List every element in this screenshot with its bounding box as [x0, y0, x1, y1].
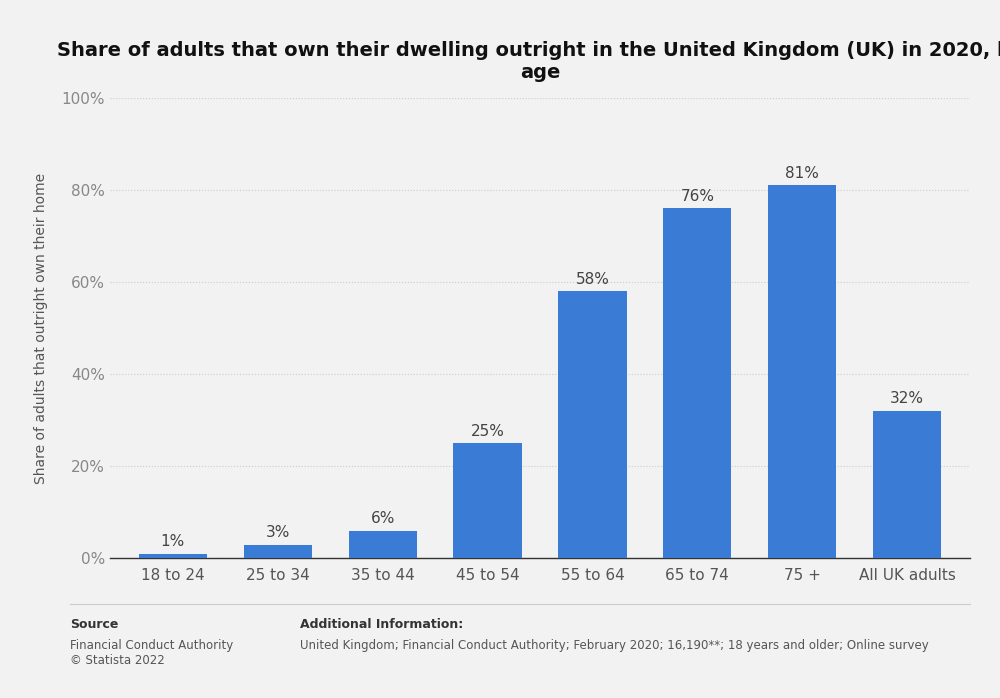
Bar	[873, 411, 941, 558]
Text: 81%: 81%	[785, 165, 819, 181]
Bar	[558, 291, 627, 558]
Text: 58%: 58%	[576, 272, 609, 287]
Text: United Kingdom; Financial Conduct Authority; February 2020; 16,190**; 18 years a: United Kingdom; Financial Conduct Author…	[300, 639, 929, 652]
Bar	[349, 530, 417, 558]
Text: 25%: 25%	[471, 424, 504, 438]
Text: 3%: 3%	[266, 525, 290, 540]
Text: 76%: 76%	[680, 188, 714, 204]
Bar	[453, 443, 522, 558]
Bar	[139, 554, 207, 558]
Bar	[244, 544, 312, 558]
Text: 32%: 32%	[890, 392, 924, 406]
Text: 1%: 1%	[161, 534, 185, 549]
Title: Share of adults that own their dwelling outright in the United Kingdom (UK) in 2: Share of adults that own their dwelling …	[57, 41, 1000, 82]
Bar	[663, 208, 731, 558]
Text: Financial Conduct Authority
© Statista 2022: Financial Conduct Authority © Statista 2…	[70, 639, 233, 667]
Text: Source: Source	[70, 618, 118, 631]
Text: Additional Information:: Additional Information:	[300, 618, 463, 631]
Bar	[768, 185, 836, 558]
Text: 6%: 6%	[370, 511, 395, 526]
Y-axis label: Share of adults that outright own their home: Share of adults that outright own their …	[34, 172, 48, 484]
